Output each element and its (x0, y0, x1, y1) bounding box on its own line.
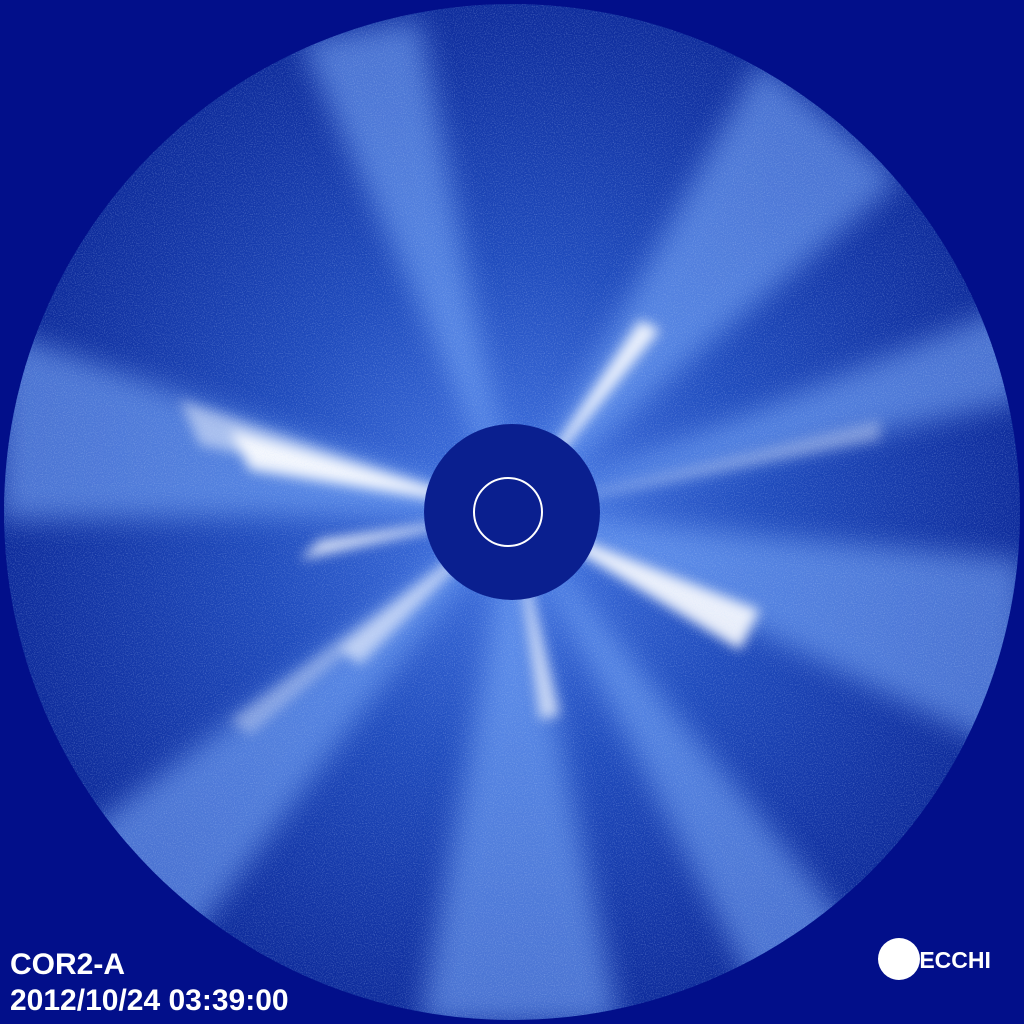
logo-disc-icon (878, 938, 920, 980)
occulter-disk (424, 424, 600, 600)
instrument-label: COR2-A (10, 948, 126, 981)
logo-text: SECCHI (904, 947, 991, 973)
timestamp-label: 2012/10/24 03:39:00 (10, 984, 289, 1017)
secchi-logo: SECCHI (878, 938, 1008, 982)
sun-outline (473, 477, 543, 547)
